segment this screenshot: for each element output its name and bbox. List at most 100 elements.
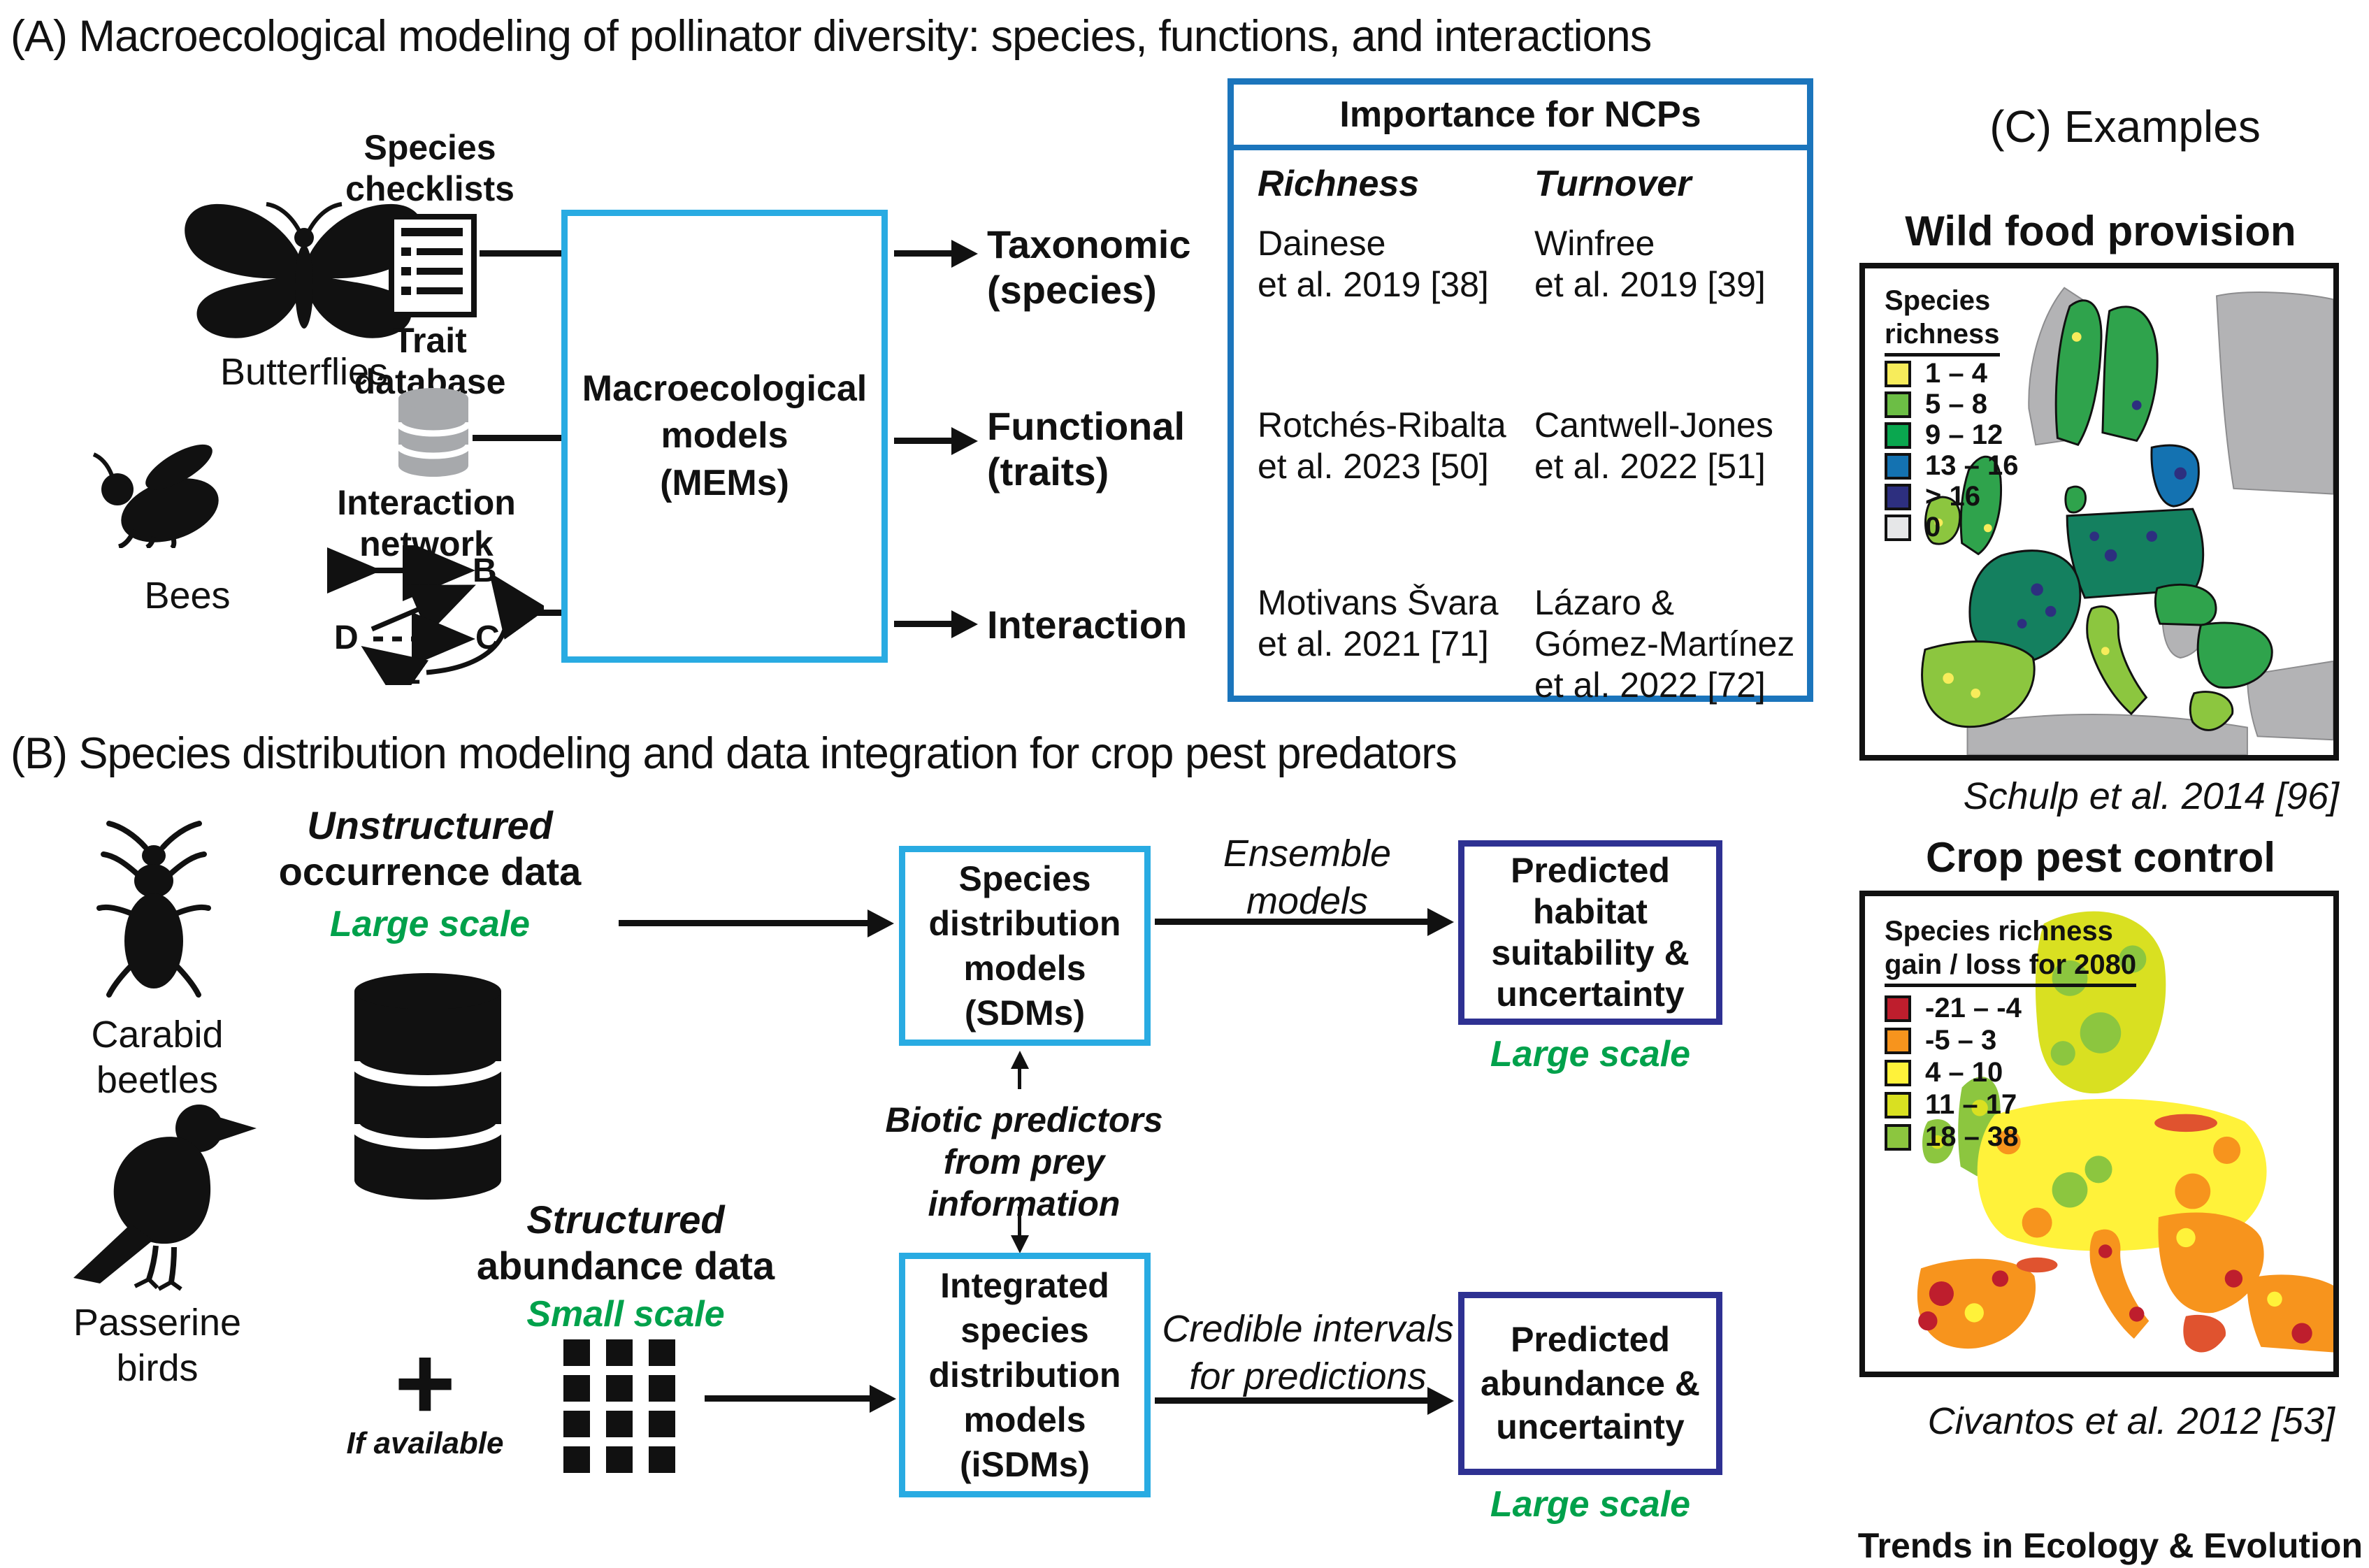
legend-swatch	[1885, 1060, 1911, 1086]
table-cell: Dainese et al. 2019 [38]	[1258, 224, 1489, 304]
legend-swatch	[1885, 391, 1911, 418]
legend-label: 9 – 12	[1925, 419, 2003, 450]
mems-box: Macroecological models (MEMs)	[561, 210, 888, 663]
large-scale-label-2: Large scale	[1490, 1034, 1691, 1074]
small-scale-label: Small scale	[526, 1294, 725, 1335]
isdm-box: Integrated species distribution models (…	[899, 1253, 1151, 1497]
connector-network-mems	[530, 610, 561, 616]
unstructured-label: Unstructured	[307, 803, 553, 847]
wild-food-map: Species richness 1 – 4 5 – 8 9 – 12 13 –…	[1859, 263, 2339, 761]
legend-swatch	[1885, 422, 1911, 449]
large-scale-label-1: Large scale	[329, 904, 531, 944]
network-node-a: A	[333, 552, 357, 589]
ncp-table-header: Importance for NCPs	[1234, 85, 1807, 150]
arrow-biotic-down	[1018, 1207, 1021, 1236]
bees-label: Bees	[144, 575, 231, 617]
abundance-data-label: abundance data	[476, 1244, 775, 1288]
large-scale-label-3: Large scale	[1490, 1484, 1691, 1525]
if-available-label: If available	[346, 1426, 504, 1460]
legend-label: 4 – 10	[1925, 1057, 2003, 1088]
arrow-biotic-up	[1018, 1068, 1021, 1089]
map1-citation: Schulp et al. 2014 [96]	[1963, 775, 2339, 817]
table-cell: Cantwell-Jones et al. 2022 [51]	[1534, 405, 1773, 486]
ensemble-models-label: Ensemble models	[1223, 833, 1392, 922]
credible-intervals-label: Credible intervals for predictions	[1162, 1308, 1454, 1397]
col-richness: Richness	[1258, 164, 1420, 204]
passerine-birds-label: Passerine birds	[73, 1302, 242, 1389]
predicted-abundance-box: Predicted abundance & uncertainty	[1458, 1292, 1722, 1475]
butterflies-label: Butterflies	[219, 351, 389, 393]
sdm-box-text: Species distribution models (SDMs)	[928, 859, 1121, 1033]
legend-swatch	[1885, 453, 1911, 480]
plus-sign: +	[394, 1324, 456, 1441]
legend-swatch	[1885, 995, 1911, 1022]
table-cell: Winfree et al. 2019 [39]	[1534, 224, 1766, 304]
sdm-box: Species distribution models (SDMs)	[899, 846, 1151, 1046]
arrow-mems-taxonomic	[894, 250, 953, 257]
predicted-habitat-text: Predicted habitat suitability & uncertai…	[1491, 851, 1690, 1014]
legend-swatch	[1885, 1092, 1911, 1119]
table-cell: Lázaro & Gómez-Martínez et al. 2022 [72]	[1534, 583, 1795, 705]
crop-pest-map-art	[1865, 896, 2333, 1372]
network-node-b: B	[473, 552, 497, 589]
biotic-predictors-label: Biotic predictors from prey information	[885, 1100, 1163, 1223]
connector-traits-mems	[473, 435, 561, 441]
journal-name: Trends in Ecology & Evolution	[1857, 1526, 2363, 1565]
network-node-e: E	[398, 654, 421, 685]
legend-label: 13 – 16	[1925, 450, 2019, 481]
table-cell: Motivans Švara et al. 2021 [71]	[1258, 583, 1499, 663]
legend-swatch	[1885, 484, 1911, 510]
map2-legend-title-line1: Species richness	[1885, 916, 2113, 947]
mems-box-text: Macroecological models (MEMs)	[582, 368, 867, 503]
arrow-isdm-predicted	[1155, 1397, 1429, 1404]
legend-swatch	[1885, 361, 1911, 387]
legend-label: > 16	[1925, 481, 1980, 512]
table-cell: Rotchés-Ribalta et al. 2023 [50]	[1258, 405, 1506, 486]
species-checklists-label: Species checklists	[345, 128, 514, 208]
abundance-grid-icon	[563, 1339, 675, 1473]
panel-b-title: (B) Species distribution modeling and da…	[10, 729, 1457, 778]
col-turnover: Turnover	[1534, 164, 1692, 204]
crop-pest-map: Species richness gain / loss for 2080 -2…	[1859, 891, 2339, 1377]
legend-label: 0	[1925, 512, 1941, 542]
isdm-box-text: Integrated species distribution models (…	[928, 1266, 1121, 1484]
legend-label: 1 – 4	[1925, 358, 1987, 389]
taxonomic-label: Taxonomic (species)	[987, 222, 1191, 312]
map1-legend-title-line1: Species	[1885, 285, 1991, 316]
legend-swatch	[1885, 1028, 1911, 1054]
arrow-occurrence-sdm	[619, 920, 869, 926]
carabid-beetles-label: Carabid beetles	[91, 1014, 224, 1101]
arrow-abundance-isdm	[705, 1395, 871, 1402]
panel-a-title: (A) Macroecological modeling of pollinat…	[10, 12, 1652, 61]
functional-label: Functional (traits)	[987, 404, 1186, 494]
interaction-network-diagram: A B C D E	[327, 545, 544, 685]
crop-pest-title: Crop pest control	[1925, 834, 2275, 881]
map1-legend-title-line2: richness	[1885, 317, 2000, 357]
occurrence-database-icon	[352, 973, 504, 1200]
legend-label: 5 – 8	[1925, 389, 1987, 419]
passerine-bird-icon	[73, 1105, 257, 1291]
legend-swatch	[1885, 515, 1911, 541]
arrow-sdm-predicted	[1155, 919, 1429, 925]
legend-label: 18 – 38	[1925, 1121, 2019, 1152]
legend-swatch	[1885, 1124, 1911, 1151]
trait-database-icon	[397, 388, 470, 477]
arrow-mems-interaction	[894, 621, 953, 627]
predicted-habitat-box: Predicted habitat suitability & uncertai…	[1458, 840, 1722, 1025]
panel-c-title: (C) Examples	[1989, 101, 2261, 152]
occurrence-data-label: occurrence data	[278, 849, 582, 893]
map2-legend-title-line2: gain / loss for 2080	[1885, 948, 2137, 987]
checklist-icon	[389, 214, 477, 317]
ncp-table: Importance for NCPs Richness Turnover Da…	[1227, 78, 1813, 705]
predicted-abundance-text: Predicted abundance & uncertainty	[1481, 1320, 1700, 1447]
arrow-mems-functional	[894, 438, 953, 444]
bee-icon	[92, 444, 219, 548]
legend-label: 11 – 17	[1925, 1089, 2017, 1120]
legend-label: -5 – 3	[1925, 1025, 1997, 1056]
wild-food-title: Wild food provision	[1905, 208, 2296, 254]
structured-label: Structured	[526, 1197, 725, 1242]
legend-label: -21 – -4	[1925, 993, 2022, 1023]
wild-food-map-art	[1865, 268, 2333, 755]
map2-citation: Civantos et al. 2012 [53]	[1927, 1400, 2335, 1442]
